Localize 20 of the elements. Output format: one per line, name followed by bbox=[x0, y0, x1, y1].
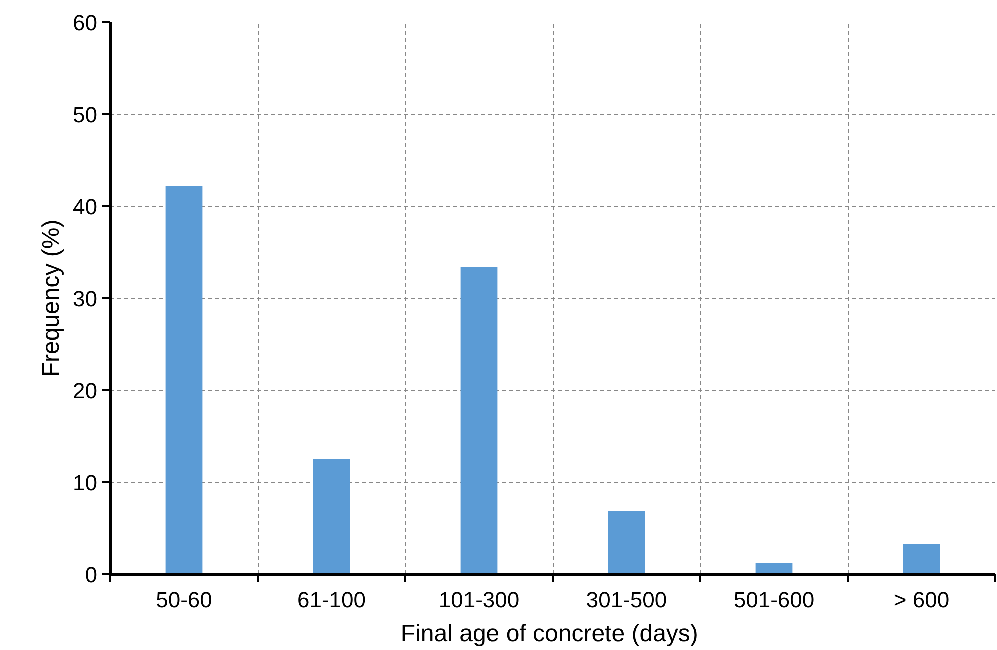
y-tick-label: 0 bbox=[85, 562, 98, 588]
y-tick-label: 60 bbox=[73, 10, 98, 36]
x-tick-label: 301-500 bbox=[586, 588, 668, 612]
bar bbox=[166, 186, 203, 574]
y-tick-label: 20 bbox=[73, 378, 98, 404]
x-tick-label: > 600 bbox=[894, 588, 950, 612]
y-axis-title: Frequency (%) bbox=[38, 220, 66, 378]
bar bbox=[460, 267, 498, 574]
bar bbox=[608, 511, 646, 574]
x-tick-label: 501-600 bbox=[734, 588, 815, 612]
x-tick-label: 101-300 bbox=[438, 588, 520, 612]
x-axis-title: Final age of concrete (days) bbox=[400, 620, 698, 648]
x-tick-label: 61-100 bbox=[298, 588, 366, 612]
y-tick-label: 30 bbox=[73, 286, 98, 312]
bar bbox=[313, 460, 350, 574]
bar bbox=[903, 544, 940, 574]
y-tick-label: 10 bbox=[73, 470, 98, 496]
x-tick-label: 50-60 bbox=[156, 588, 212, 612]
y-tick-label: 40 bbox=[73, 194, 98, 220]
y-tick-label: 50 bbox=[73, 102, 98, 128]
